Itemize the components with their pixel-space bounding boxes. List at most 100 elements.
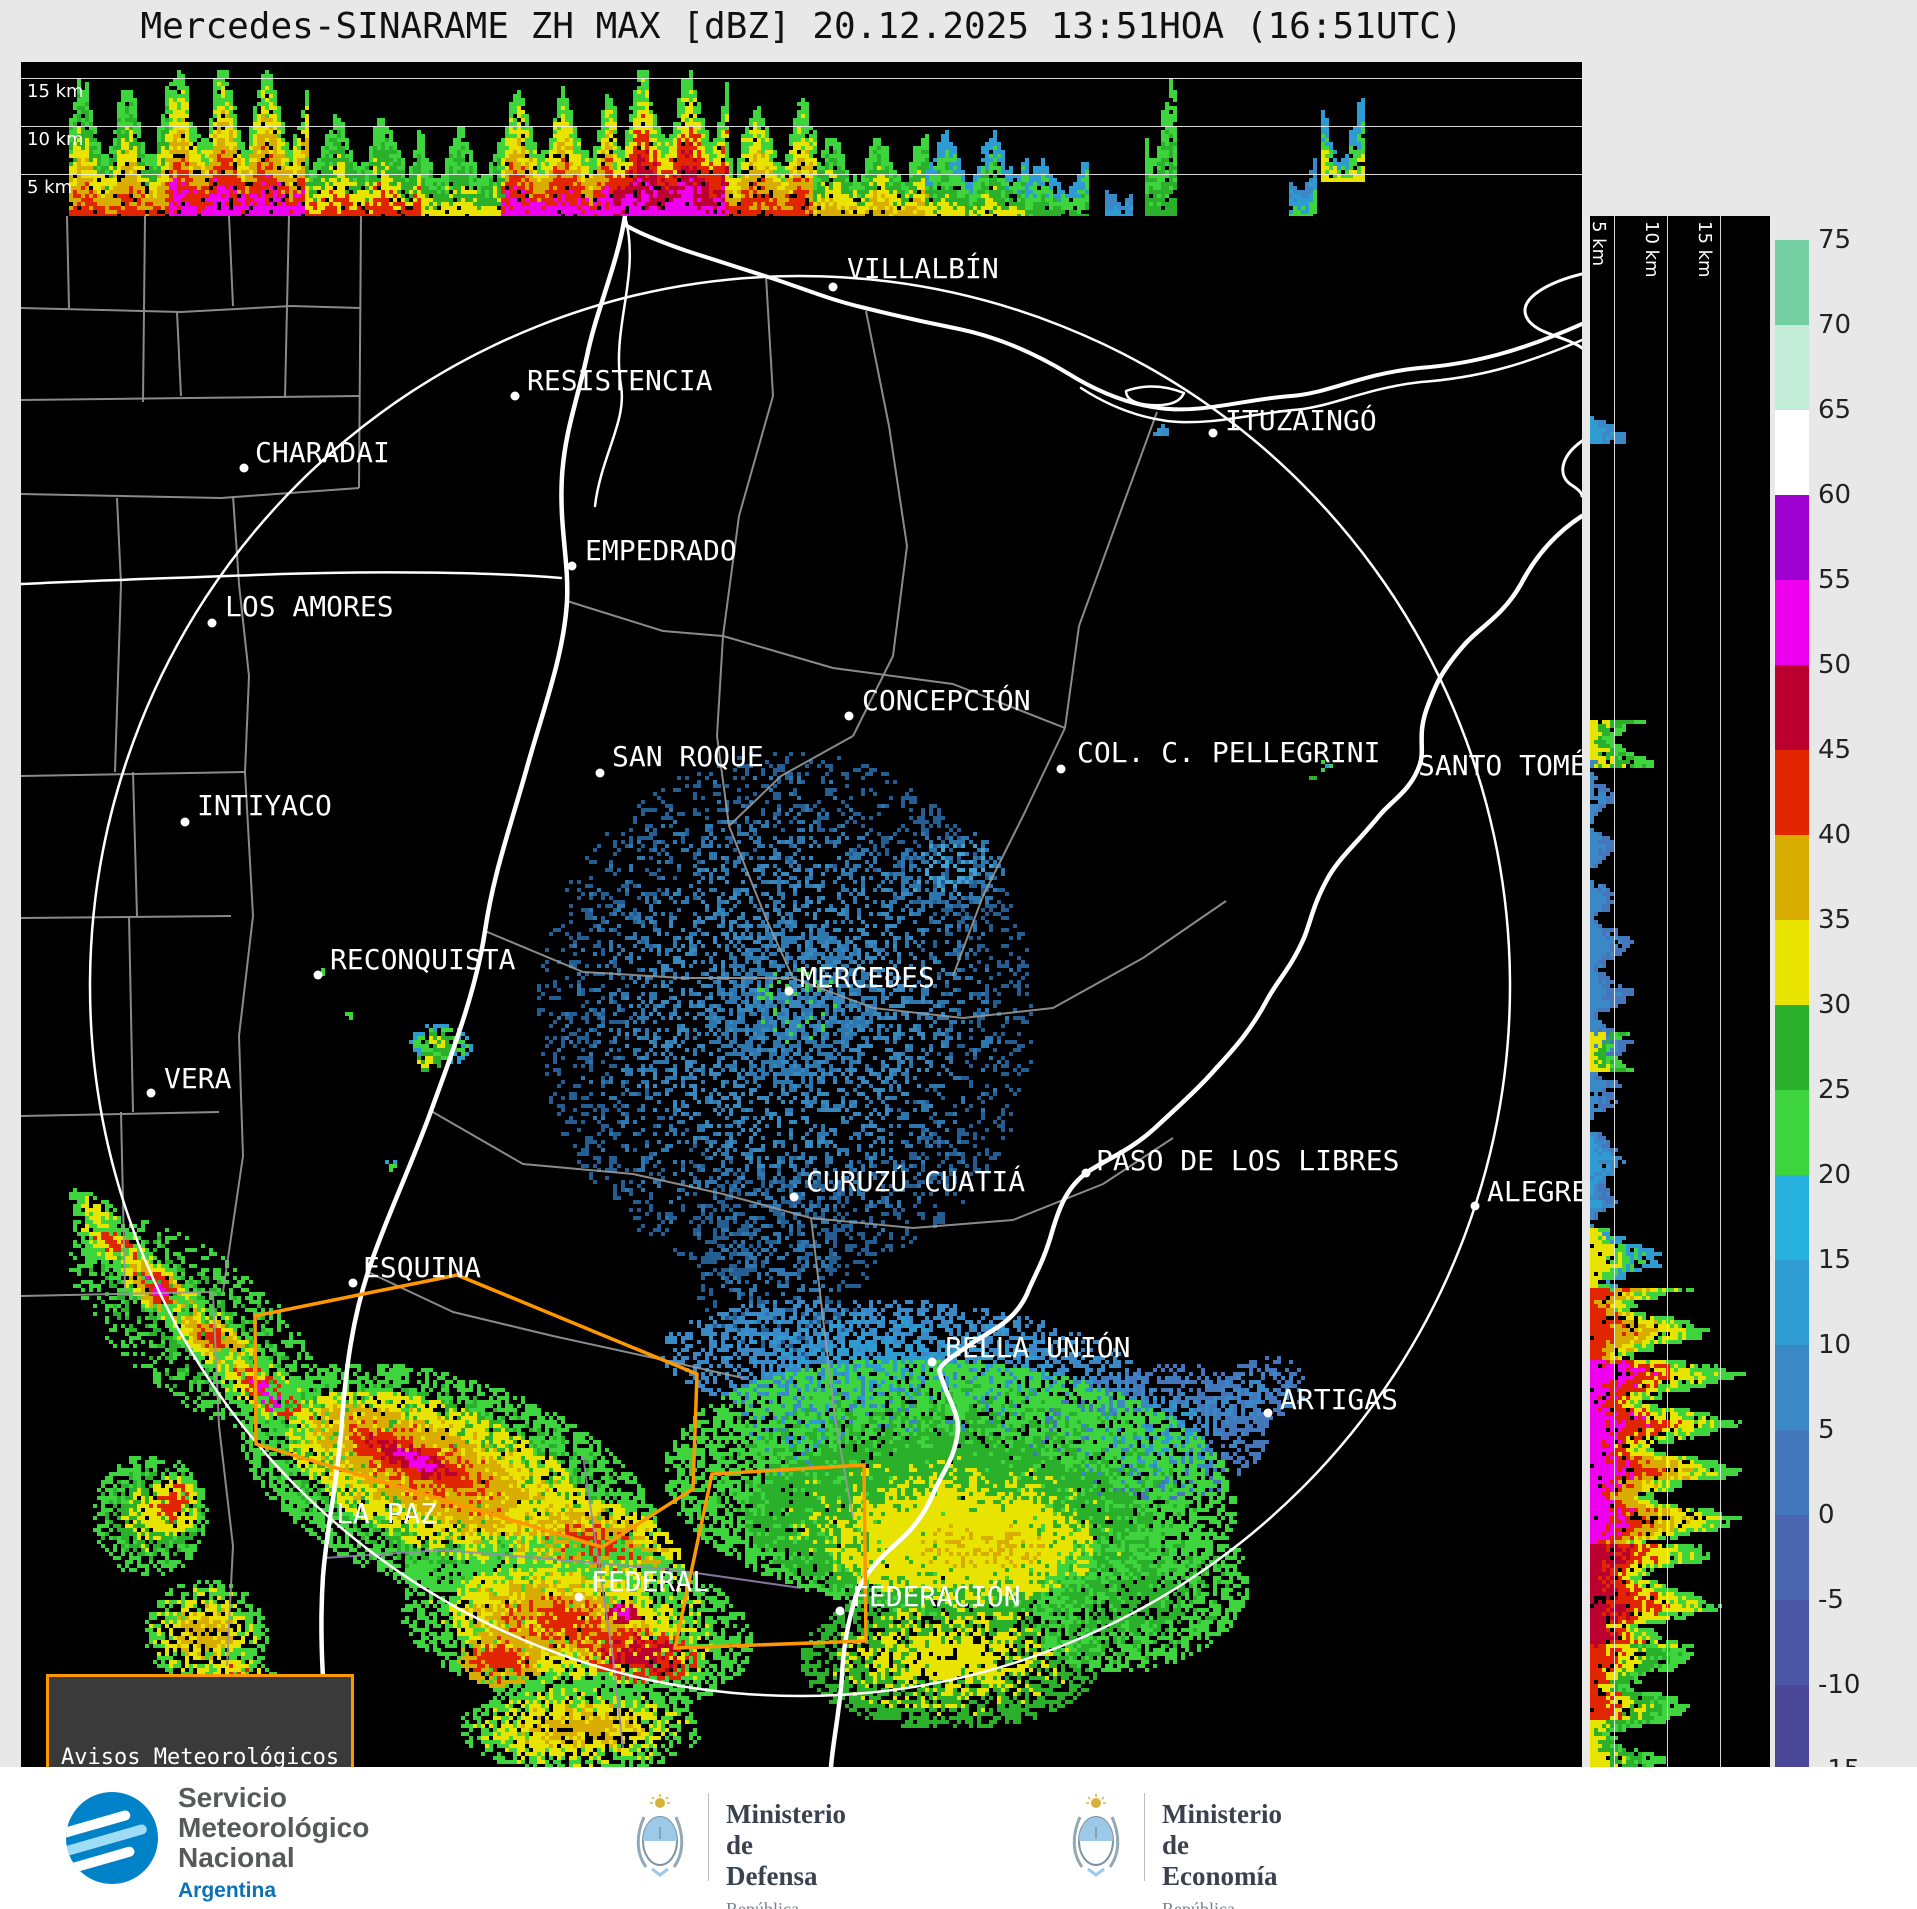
city-label: CURUZÚ CUATIÁ (806, 1165, 1026, 1198)
city-label: EMPEDRADO (585, 534, 737, 567)
city-marker-dot (348, 1278, 358, 1288)
city-marker-dot (927, 1357, 937, 1367)
smn-country: Argentina (178, 1879, 277, 1902)
colorbar-tick-label: 45 (1818, 735, 1852, 765)
city-marker-dot (180, 817, 190, 827)
city-label: CONCEPCIÓN (862, 684, 1031, 717)
city-marker-dot (835, 1606, 845, 1616)
height-axis-label: 15 km (27, 81, 84, 102)
colorbar-segment (1775, 1345, 1809, 1430)
city-label: VILLALBÍN (847, 252, 999, 285)
city-marker-dot (1470, 1201, 1480, 1211)
city-marker-dot (239, 463, 249, 473)
colorbar-segment (1775, 1430, 1809, 1515)
city-marker-dot (207, 618, 217, 628)
colorbar-segment (1775, 410, 1809, 495)
city-marker-dot (1081, 1168, 1091, 1178)
secondary-boundaries (323, 1455, 802, 1749)
city-label: BELLA UNIÓN (945, 1331, 1131, 1364)
city-marker-dot (574, 1592, 584, 1602)
colorbar-segment (1775, 835, 1809, 920)
colorbar-tick-label: 20 (1818, 1160, 1852, 1190)
divider (708, 1793, 709, 1881)
warning-legend-line1: Avisos Meteorológicos (61, 1745, 340, 1767)
colorbar-tick-label: 40 (1818, 820, 1852, 850)
city-label: RECONQUISTA (330, 943, 516, 976)
radar-echo-canvas (21, 216, 1582, 1767)
city-marker-dot (784, 986, 794, 996)
city-marker-dot (1208, 428, 1218, 438)
footer: Servicio Meteorológico Nacional Argentin… (0, 1767, 1917, 1909)
smn-line1: Servicio (178, 1782, 287, 1813)
height-gridline (1614, 216, 1615, 1767)
city-marker-dot (789, 1192, 799, 1202)
colorbar-segment (1775, 240, 1809, 325)
ministry-subtitle: República Argentina (1162, 1899, 1235, 1909)
city-label: FEDERACIÓN (852, 1580, 1021, 1613)
city-label: INTIYACO (197, 789, 332, 822)
city-marker-dot (510, 391, 520, 401)
colorbar-segment (1775, 325, 1809, 410)
yz-cross-section-panel: 5 km 10 km 15 km (1590, 216, 1770, 1767)
divider (1144, 1793, 1145, 1881)
xz-echo-canvas (21, 62, 1582, 216)
colorbar-tick-label: 60 (1818, 480, 1852, 510)
city-marker-dot (313, 970, 323, 980)
height-gridline (21, 126, 1582, 127)
smn-line3: Nacional (178, 1842, 295, 1873)
height-gridline (1720, 216, 1721, 1767)
colorbar-tick-label: 65 (1818, 395, 1852, 425)
radar-map-panel: VILLALBÍN RESISTENCIA CHARADAI ITUZAINGÓ EMP… (21, 216, 1582, 1767)
city-label: ITUZAINGÓ (1225, 404, 1377, 437)
rivers (21, 216, 1582, 1767)
colorbar-tick-label: 50 (1818, 650, 1852, 680)
ministry-name-line2: de Economía (1162, 1830, 1278, 1891)
city-marker-dot (828, 282, 838, 292)
city-label: FEDERAL (591, 1565, 710, 1598)
coat-of-arms-icon (1072, 1794, 1120, 1877)
yz-echo-canvas (1590, 216, 1770, 1767)
city-marker-dot (595, 768, 605, 778)
range-ring (88, 274, 1512, 1698)
city-label: VERA (164, 1062, 232, 1095)
colorbar-tick-label: -5 (1818, 1585, 1844, 1615)
map-overlay (21, 216, 1582, 1767)
colorbar-segment (1775, 665, 1809, 750)
colorbar-tick-label: 35 (1818, 905, 1852, 935)
smn-logo-icon (66, 1792, 158, 1884)
coat-of-arms-icon (636, 1794, 684, 1877)
city-label: MERCEDES (800, 961, 935, 994)
smn-line2: Meteorológico (178, 1812, 370, 1843)
city-marker-dot (1263, 1408, 1273, 1418)
ministry-subtitle: República Argentina (726, 1899, 799, 1909)
colorbar-segment (1775, 1515, 1809, 1600)
colorbar-tick-label: 55 (1818, 565, 1852, 595)
warning-legend-box: Avisos Meteorológicos a Muy Corto Plazo (46, 1674, 355, 1767)
height-axis-label: 5 km (1590, 221, 1609, 267)
colorbar-segment (1775, 1260, 1809, 1345)
city-label: RESISTENCIA (527, 364, 713, 397)
height-axis-label: 5 km (27, 177, 73, 198)
height-gridline (21, 78, 1582, 79)
height-axis-label: 15 km (1694, 221, 1715, 278)
city-label: SAN ROQUE (612, 740, 764, 773)
city-label: ARTIGAS (1280, 1383, 1399, 1416)
colorbar-tick-label: -10 (1818, 1670, 1861, 1700)
city-marker-dot (844, 711, 854, 721)
xz-cross-section-panel: 15 km 10 km 5 km (21, 62, 1582, 216)
warning-polygon (253, 1273, 699, 1549)
colorbar-segment (1775, 1175, 1809, 1260)
colorbar-segment (1775, 1005, 1809, 1090)
colorbar-tick-label: 10 (1818, 1330, 1852, 1360)
colorbar-segment (1775, 495, 1809, 580)
warning-polygons (253, 1273, 868, 1650)
height-gridline (1667, 216, 1668, 1767)
colorbar-segment (1775, 1090, 1809, 1175)
city-label: PASO DE LOS LIBRES (1096, 1144, 1400, 1177)
colorbar-tick-label: 25 (1818, 1075, 1852, 1105)
city-label: COL. C. PELLEGRINI (1077, 736, 1381, 769)
department-boundaries (21, 216, 1227, 1667)
page-title: Mercedes-SINARAME ZH MAX [dBZ] 20.12.202… (140, 6, 1463, 47)
